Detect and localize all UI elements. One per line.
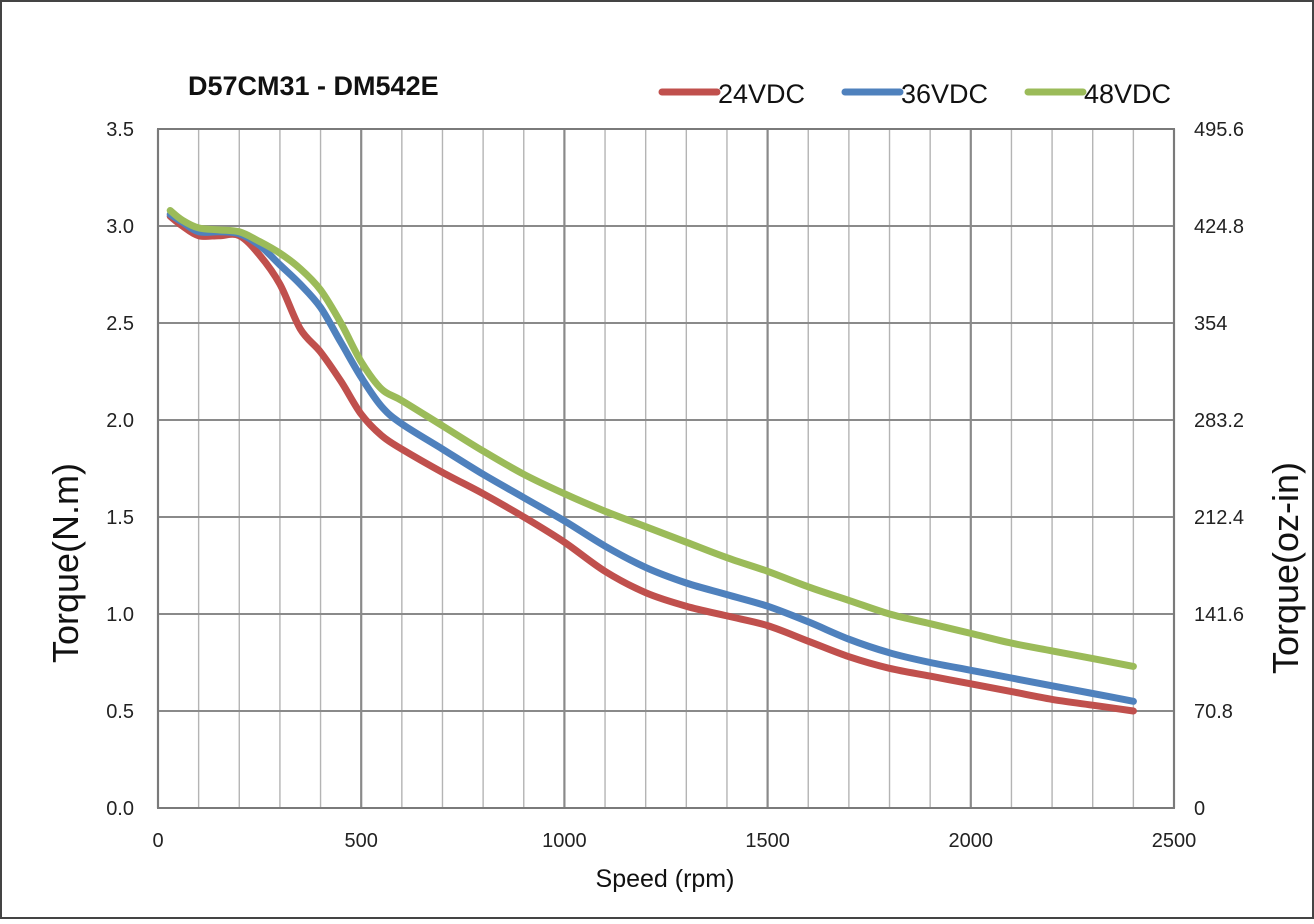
y2-tick-label: 212.4 (1194, 507, 1244, 529)
legend-label-24vdc: 24VDC (718, 79, 805, 109)
y-tick-label: 3.5 (106, 119, 134, 141)
y2-tick-label: 0 (1194, 798, 1205, 820)
x-axis-title: Speed (rpm) (596, 865, 735, 893)
series-lines (166, 207, 1137, 715)
series-line-24vdc (166, 212, 1137, 715)
y2-tick-label: 495.6 (1194, 119, 1244, 141)
y-tick-label: 2.5 (106, 313, 134, 335)
axes: 0 500 1000 1500 2000 2500 0.0 0.5 1.0 1.5 2.0 2.5 3.… (106, 119, 1244, 852)
x-tick-label: 500 (345, 830, 378, 852)
x-tick-label: 0 (152, 830, 163, 852)
x-tick-label: 1500 (745, 830, 790, 852)
x-tick-label: 2500 (1152, 830, 1197, 852)
y-tick-label: 1.5 (106, 507, 134, 529)
plot-area (158, 129, 1174, 808)
y-tick-label: 1.0 (106, 604, 134, 626)
x-tick-label: 2000 (949, 830, 994, 852)
y-tick-label: 3.0 (106, 216, 134, 238)
x-tick-label: 1000 (542, 830, 587, 852)
y2-tick-label: 354 (1194, 313, 1227, 335)
y-tick-label: 0.5 (106, 701, 134, 723)
y2-tick-label: 424.8 (1194, 216, 1244, 238)
legend: 24VDC 36VDC 48VDC (658, 79, 1171, 109)
y2-tick-label: 141.6 (1194, 604, 1244, 626)
y-axis-title: Torque(N.m) (45, 463, 86, 663)
legend-label-36vdc: 36VDC (901, 79, 988, 109)
plot-border (157, 128, 1175, 809)
series-line-48vdc (166, 207, 1137, 670)
legend-label-48vdc: 48VDC (1084, 79, 1171, 109)
chart-title: D57CM31 - DM542E (188, 71, 439, 101)
y-tick-label: 0.0 (106, 798, 134, 820)
y2-tick-label: 70.8 (1194, 701, 1233, 723)
y2-axis-title: Torque(oz-in) (1265, 462, 1306, 674)
grid (156, 128, 1176, 809)
y2-tick-label: 283.2 (1194, 410, 1244, 432)
y-tick-label: 2.0 (106, 410, 134, 432)
